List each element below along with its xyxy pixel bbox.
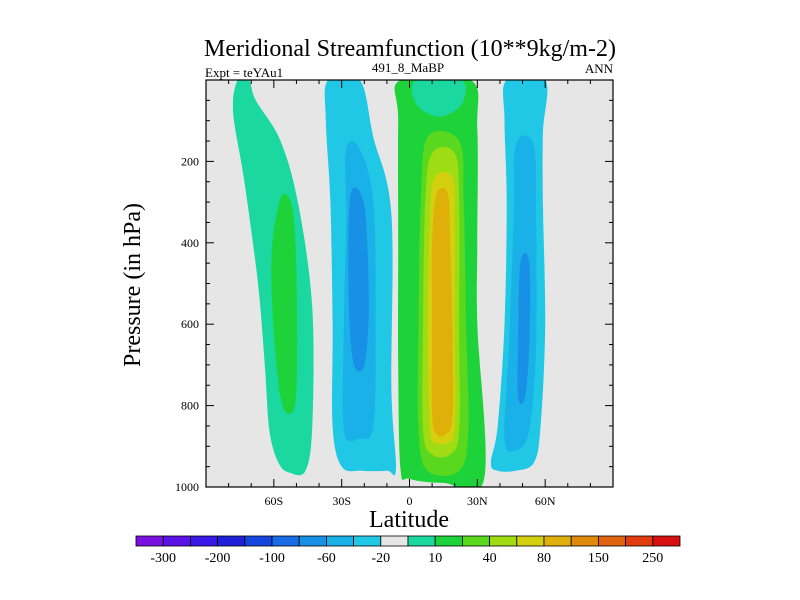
- contour-layer: [232, 80, 548, 487]
- x-tick-label: 30N: [467, 494, 488, 508]
- colorbar-swatch: [244, 535, 273, 547]
- tick-layer: 200 400 600 800 1000 60S 30S 0 30N 60N: [175, 79, 614, 508]
- contour-tropical-core-250: [431, 187, 454, 437]
- period-label: 491_8_MaBP: [372, 60, 444, 75]
- y-axis-title: Pressure (in hPa): [120, 203, 146, 367]
- colorbar-swatch: [543, 535, 572, 547]
- plot-frame: [205, 79, 614, 488]
- colorbar-label: 250: [642, 551, 663, 566]
- colorbar-swatch: [353, 535, 382, 547]
- experiment-label: Expt = teYAu1: [205, 65, 283, 80]
- colorbar: -300 -200 -100 -60 -20 10 40 80 150 250: [135, 535, 681, 566]
- colorbar-swatch: [516, 535, 545, 547]
- y-tick-label: 400: [181, 236, 199, 250]
- colorbar-swatch: [271, 535, 300, 547]
- x-tick-label: 30S: [332, 494, 351, 508]
- x-axis-title: Latitude: [369, 507, 449, 533]
- x-tick-label: 60N: [535, 494, 556, 508]
- colorbar-swatch: [298, 535, 327, 547]
- x-tick-label: 0: [407, 494, 413, 508]
- colorbar-label: -300: [150, 551, 176, 566]
- contour-sh-polar-core: [271, 193, 298, 414]
- colorbar-swatch: [434, 535, 463, 547]
- colorbar-swatch: [598, 535, 627, 547]
- y-tick-label: 800: [181, 399, 199, 413]
- colorbar-swatch: [652, 535, 681, 547]
- chart-title: Meridional Streamfunction (10**9kg/m-2): [204, 36, 616, 62]
- y-tick-label: 1000: [175, 480, 199, 494]
- colorbar-label: 80: [537, 551, 551, 566]
- colorbar-label: -20: [371, 551, 390, 566]
- colorbar-swatch: [162, 535, 191, 547]
- colorbar-swatch: [325, 535, 354, 547]
- season-label: ANN: [585, 61, 614, 76]
- colorbar-swatch: [570, 535, 599, 547]
- contour-sh-ferrel-inner: [348, 187, 369, 372]
- colorbar-swatch: [625, 535, 654, 547]
- colorbar-label: -100: [259, 551, 285, 566]
- colorbar-label: 10: [428, 551, 442, 566]
- colorbar-label: -60: [317, 551, 336, 566]
- colorbar-label: 150: [588, 551, 609, 566]
- colorbar-swatch: [217, 535, 246, 547]
- colorbar-label: 40: [483, 551, 497, 566]
- y-tick-label: 600: [181, 317, 199, 331]
- colorbar-swatch: [461, 535, 490, 547]
- x-tick-label: 60S: [264, 494, 283, 508]
- colorbar-label: -200: [205, 551, 231, 566]
- colorbar-swatch: [189, 535, 218, 547]
- y-tick-label: 200: [181, 154, 199, 168]
- colorbar-swatch: [380, 535, 409, 547]
- contour-nh-negative-inner: [517, 252, 531, 405]
- contour-tropical-pos-top-lobe: [411, 80, 466, 117]
- colorbar-swatch: [135, 535, 164, 547]
- colorbar-swatch: [489, 535, 518, 547]
- colorbar-swatch: [407, 535, 436, 547]
